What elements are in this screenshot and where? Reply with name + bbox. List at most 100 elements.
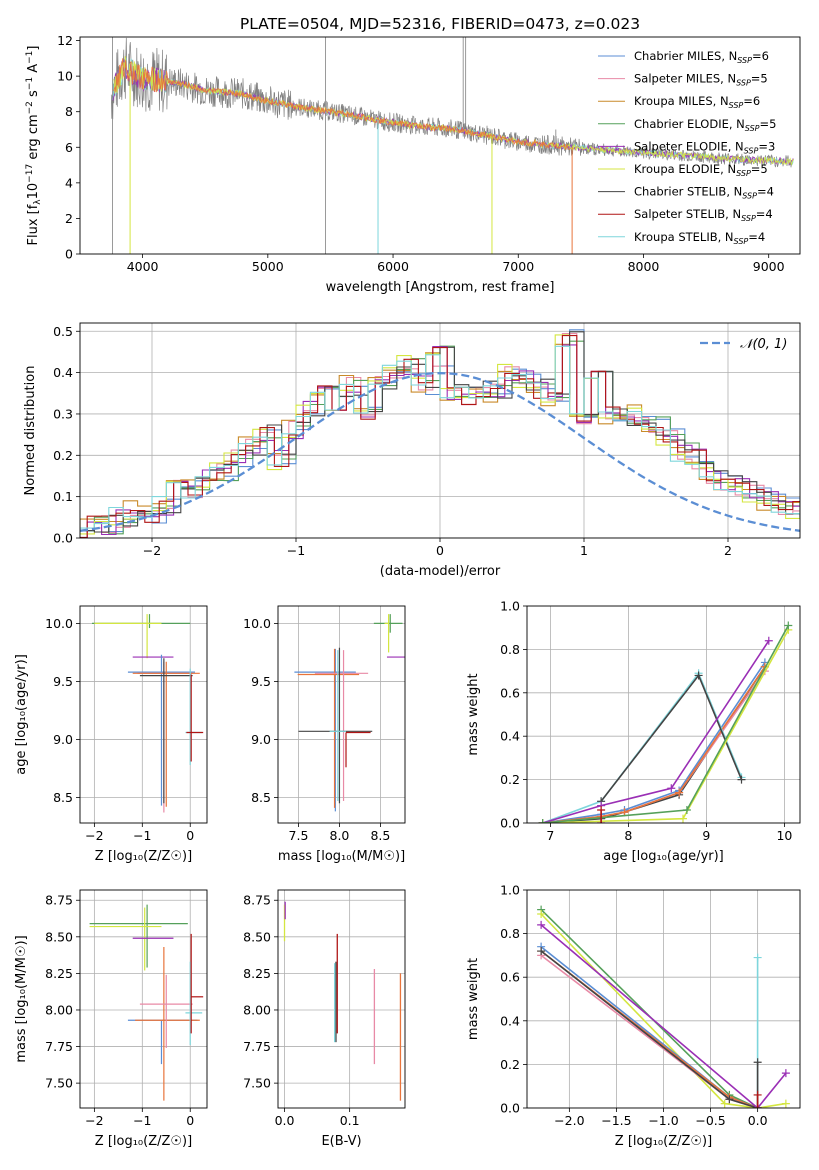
y-tick-label: 0.6 xyxy=(500,970,520,985)
weight-series xyxy=(542,661,766,823)
legend-entry: 𝒩(0, 1) xyxy=(740,337,787,352)
legend-value: =3 xyxy=(758,139,775,153)
legend-entry: Kroupa ELODIE, NSSP=5 xyxy=(634,162,768,178)
weight-series xyxy=(542,640,770,823)
x-tick-label: 8000 xyxy=(628,259,660,274)
plus-marker xyxy=(682,805,691,814)
plus-marker xyxy=(538,819,547,823)
x-tick-label: −2.0 xyxy=(554,1113,584,1128)
y-tick-label: 0.2 xyxy=(500,772,520,787)
y-axis-label-part: −2 xyxy=(25,101,35,114)
y-tick-label: 4 xyxy=(65,175,73,190)
panel-residuals: −2 −1 0 1 2 0.0 0.1 0.2 0.3 0.4 0.5 (data-model)/er… xyxy=(23,322,801,579)
y-tick-label: 9.0 xyxy=(53,732,73,747)
panel-ebv-vs-mass: 0.0 0.1 7.50 7.75 8.00 8.25 8.50 8.75 E(B-V) xyxy=(243,889,406,1149)
y-tick-label: 0 xyxy=(65,247,73,262)
plot-area xyxy=(278,890,405,1108)
x-tick-label: 7.5 xyxy=(289,828,309,843)
plot-area xyxy=(527,890,800,1108)
legend-entry: Salpeter MILES, NSSP=5 xyxy=(634,72,768,88)
y-tick-label: 7.50 xyxy=(45,1076,73,1091)
y-tick-label: 8.50 xyxy=(45,929,73,944)
y-tick-label: 0.5 xyxy=(53,324,73,339)
spectrum-title: PLATE=0504, MJD=52316, FIBERID=0473, z=0… xyxy=(240,15,640,33)
plus-marker xyxy=(737,775,746,784)
plot-area xyxy=(80,323,800,538)
axes-frame xyxy=(79,889,208,1109)
y-axis-label-part: −1 xyxy=(25,77,35,90)
y-axis-label: mass weight xyxy=(466,958,481,1040)
x-tick-label: 0 xyxy=(186,1113,194,1128)
axes-frame xyxy=(526,605,801,824)
plus-marker xyxy=(537,947,546,956)
y-axis-label-part: erg cm xyxy=(26,114,41,163)
y-tick-label: 0.4 xyxy=(500,729,520,744)
axes-frame xyxy=(277,889,406,1109)
legend-entry: Chabrier MILES, NSSP=6 xyxy=(634,49,769,65)
y-tick-label: 7.75 xyxy=(45,1039,73,1054)
histogram-series xyxy=(80,345,800,532)
x-tick-label: −2 xyxy=(85,1113,103,1128)
grid xyxy=(278,890,405,1108)
histogram-series xyxy=(80,335,800,538)
y-axis-label: age [log₁₀(age/yr)] xyxy=(14,654,29,775)
plus-marker xyxy=(753,953,762,962)
panel-z-vs-weight: −2.0 −1.5 −1.0 −0.5 0.0 0.0 0.2 0.4 0.6 0.8 1.0 Z [… xyxy=(466,883,801,1149)
x-tick-label: 8.5 xyxy=(370,828,390,843)
legend-value: =4 xyxy=(756,207,773,221)
x-tick-label: 4000 xyxy=(127,259,159,274)
y-tick-label: 0.0 xyxy=(500,1101,520,1116)
x-tick-label: 0.1 xyxy=(340,1113,360,1128)
grid xyxy=(527,890,800,1108)
x-axis-label: Z [log₁₀(Z/Z☉)] xyxy=(95,849,192,864)
legend-subscript: SSP xyxy=(729,101,744,110)
y-tick-label: 8.75 xyxy=(243,893,271,908)
plus-marker xyxy=(753,1058,762,1067)
x-tick-label: 0.0 xyxy=(275,1113,295,1128)
y-tick-label: 0.0 xyxy=(53,531,73,546)
plus-marker xyxy=(753,1104,762,1108)
y-tick-label: 0.4 xyxy=(53,365,73,380)
y-tick-label: 0.1 xyxy=(53,489,73,504)
weight-series xyxy=(540,946,758,1108)
weight-series xyxy=(540,954,758,1108)
plot-area xyxy=(80,606,207,823)
weight-series xyxy=(542,629,789,823)
x-tick-label: 10 xyxy=(776,828,792,843)
legend-value: =4 xyxy=(757,185,774,199)
panel-z-vs-mass: −2 −1 0 7.50 7.75 8.00 8.25 8.50 8.75 Z [log₁₀(Z/… xyxy=(14,889,208,1149)
legend-text: Chabrier MILES, N xyxy=(634,49,737,63)
gaussian-curve xyxy=(80,371,800,532)
grid xyxy=(278,606,405,823)
x-tick-label: −0.5 xyxy=(695,1113,725,1128)
y-axis-label: Flux [fλ10−17 erg cm−2 s−1 A−1] xyxy=(25,46,43,246)
y-tick-label: 8.75 xyxy=(45,893,73,908)
plus-marker xyxy=(537,909,546,918)
plus-marker xyxy=(753,1090,762,1099)
x-tick-label: −1 xyxy=(133,828,151,843)
weight-series xyxy=(540,950,758,1108)
x-tick-label: −1 xyxy=(287,543,305,558)
y-tick-label: 0.8 xyxy=(500,642,520,657)
y-tick-label: 0.3 xyxy=(53,406,73,421)
x-tick-label: −1.5 xyxy=(601,1113,631,1128)
legend-entry: Salpeter STELIB, NSSP=4 xyxy=(634,207,773,223)
x-tick-label: 0 xyxy=(436,543,444,558)
plus-marker xyxy=(784,621,793,630)
y-tick-label: 8.5 xyxy=(251,790,271,805)
x-axis-label: mass [log₁₀(M/M☉)] xyxy=(278,849,405,864)
y-tick-label: 0.6 xyxy=(500,685,520,700)
x-tick-label: −2 xyxy=(85,828,103,843)
axes-frame xyxy=(79,36,801,255)
legend-text: Salpeter ELODIE, N xyxy=(634,139,744,153)
legend-value: =6 xyxy=(752,49,769,63)
plus-marker xyxy=(781,1099,790,1108)
y-tick-label: 8.50 xyxy=(243,929,271,944)
y-tick-label: 7.50 xyxy=(243,1076,271,1091)
legend-subscript: SSP xyxy=(742,192,757,201)
axes-frame xyxy=(79,322,801,539)
y-tick-label: 9.5 xyxy=(251,674,271,689)
legend-value: =5 xyxy=(751,162,768,176)
legend-value: =6 xyxy=(743,94,760,108)
x-tick-label: 1 xyxy=(580,543,588,558)
